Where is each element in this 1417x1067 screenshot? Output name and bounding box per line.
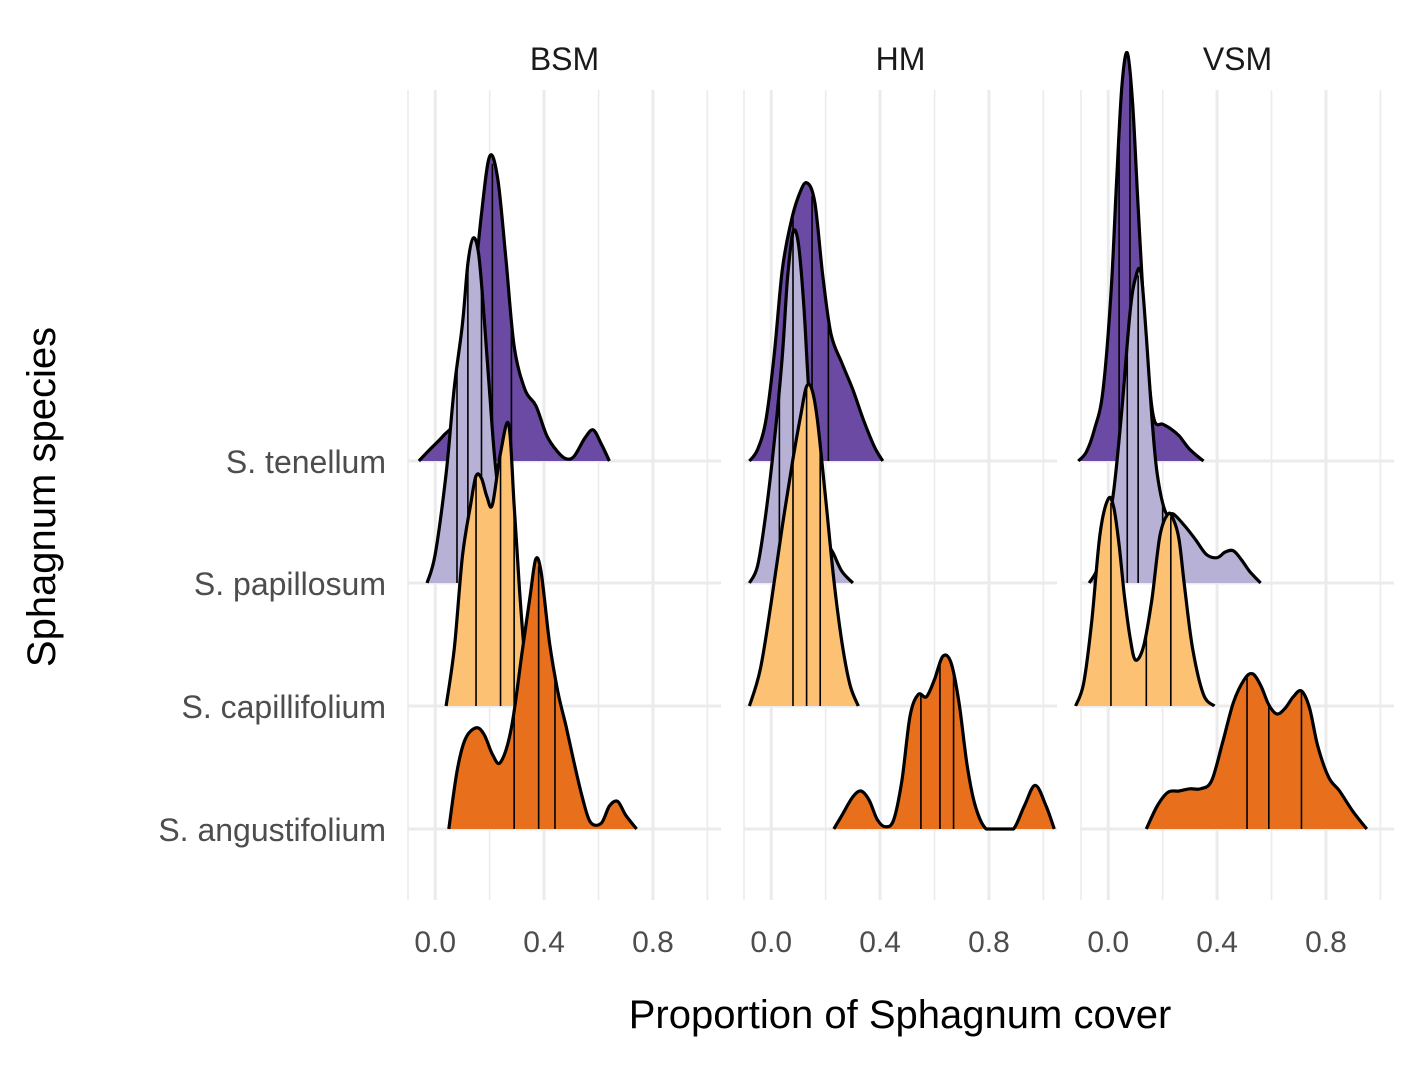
ridge-outline (1144, 671, 1369, 830)
ridge-outline (832, 653, 1056, 831)
ridge-outline (1087, 266, 1262, 585)
x-tick-label: 0.4 (859, 926, 901, 959)
ridge-bsm-s-angustifolium (447, 556, 638, 830)
label-layer: Proportion of Sphagnum cover Sphagnum sp… (20, 41, 1347, 1037)
x-tick-label: 0.8 (1305, 926, 1347, 959)
ridge-vsm-s-angustifolium (1144, 671, 1369, 830)
facet-title-bsm: BSM (530, 41, 599, 77)
ridge-fill (749, 384, 859, 706)
ridge-outline (447, 556, 638, 830)
ridge-outline (748, 181, 885, 463)
ridge-vsm-s-capillifolium (1074, 495, 1216, 708)
y-tick-label-s-papillosum: S. papillosum (194, 566, 386, 602)
facet-title-vsm: VSM (1203, 41, 1272, 77)
facet-title-hm: HM (876, 41, 926, 77)
x-tick-label: 0.0 (414, 926, 456, 959)
ridge-fill (833, 655, 1055, 829)
x-axis-title: Proportion of Sphagnum cover (629, 993, 1172, 1037)
x-tick-label: 0.8 (968, 926, 1010, 959)
y-tick-label-s-angustifolium: S. angustifolium (158, 812, 386, 848)
ridge-outline (747, 382, 860, 707)
x-tick-label: 0.4 (1196, 926, 1238, 959)
x-tick-label: 0.0 (750, 926, 792, 959)
y-axis-title: Sphagnum species (20, 327, 64, 667)
ridge-fill (1078, 52, 1204, 461)
ridge-bsm-s-capillifolium (444, 420, 533, 707)
ridge-hm-s-capillifolium (747, 382, 860, 707)
ridge-outline (1074, 495, 1216, 708)
ridge-fill (1089, 268, 1261, 583)
x-tick-label: 0.8 (632, 926, 674, 959)
ridge-fill (418, 154, 610, 461)
x-tick-label: 0.0 (1087, 926, 1129, 959)
ridge-layer (417, 50, 1369, 831)
x-tick-label: 0.4 (523, 926, 565, 959)
ridge-outline (1077, 50, 1205, 463)
ridge-outline (444, 420, 533, 707)
y-tick-label-s-tenellum: S. tenellum (226, 444, 386, 480)
ridge-bsm-s-tenellum (417, 153, 611, 463)
y-tick-label-s-capillifolium: S. capillifolium (181, 689, 386, 725)
ridge-hm-s-angustifolium (832, 653, 1056, 831)
ridge-fill (446, 422, 531, 706)
